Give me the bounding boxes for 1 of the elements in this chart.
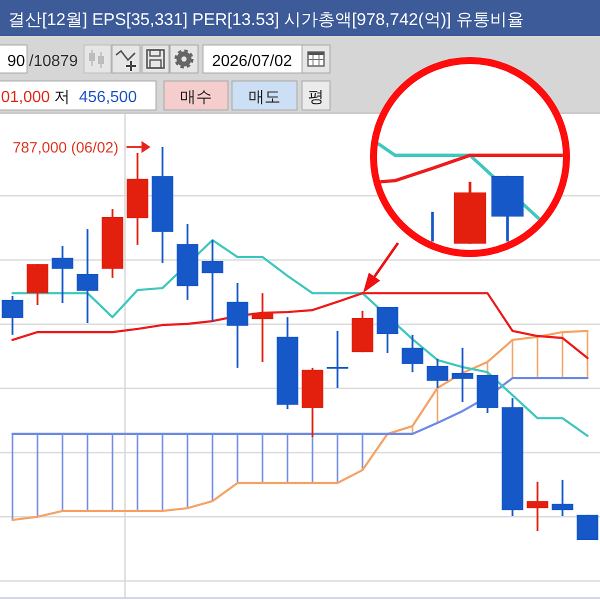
title: 결산[12월] EPS[35,331] PER[13.53] 시가총액[978,742(억)] 유통비율 xyxy=(8,10,524,29)
